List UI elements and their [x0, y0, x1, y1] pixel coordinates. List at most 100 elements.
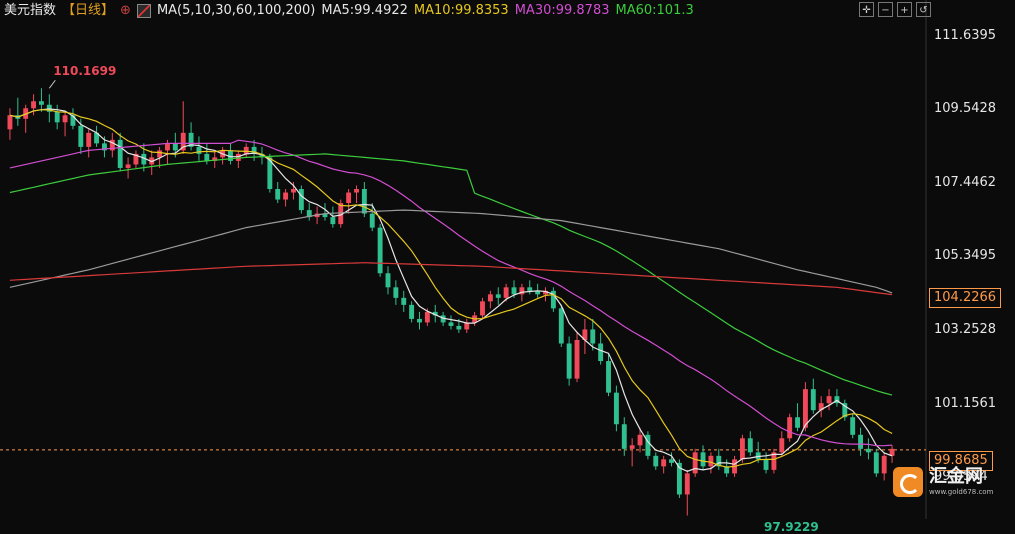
candle-body — [228, 150, 233, 161]
candle-body — [669, 459, 674, 463]
zoom-out-icon[interactable]: − — [878, 2, 893, 17]
ma60-value: MA60:101.3 — [615, 3, 694, 18]
candle-body — [661, 459, 667, 467]
candle-body — [39, 101, 44, 105]
candle-body — [361, 189, 367, 214]
ma200-line — [9, 262, 893, 296]
candle-body — [157, 150, 163, 158]
crosshair-icon[interactable]: ✛ — [859, 2, 874, 17]
candle-body — [417, 318, 422, 323]
candle-body — [645, 434, 651, 456]
candle-body — [330, 217, 336, 225]
candle-body — [826, 396, 832, 404]
logo-url: www.gold678.com — [929, 488, 994, 496]
candle-body — [787, 417, 793, 439]
brand-logo: 汇金网 www.gold678.com — [893, 462, 1005, 502]
candle-body — [708, 455, 714, 467]
ma10-line — [9, 109, 893, 468]
logo-icon — [893, 467, 923, 497]
candle-body — [582, 329, 588, 340]
plus-circle-icon[interactable]: ⊕ — [120, 3, 131, 18]
current-price-tag: 99.8685 — [929, 450, 993, 471]
candle-body — [865, 448, 871, 453]
candle-body — [495, 294, 501, 298]
candle-body — [204, 153, 210, 161]
candle-body — [779, 438, 785, 453]
candle-body — [881, 455, 887, 474]
candle-body — [243, 146, 249, 154]
candle-body — [275, 189, 281, 200]
candle-body — [850, 417, 856, 435]
candle-body — [810, 389, 816, 411]
candle-body — [102, 143, 107, 151]
candle-body — [165, 143, 170, 151]
candle-body — [440, 315, 446, 323]
candle-body — [858, 434, 863, 449]
candle-body — [322, 213, 328, 218]
candle-body — [298, 189, 304, 211]
candle-body — [543, 290, 548, 295]
candle-body — [724, 466, 730, 474]
period-low-label: 97.9229 — [764, 520, 819, 534]
ma30-line — [9, 139, 893, 447]
logo-name: 汇金网 — [929, 466, 983, 487]
candle-body — [802, 389, 808, 428]
candle-body — [188, 132, 194, 147]
chart-header: 美元指数 【日线】 ⊕ MA(5,10,30,60,100,200) MA5:9… — [4, 2, 694, 20]
candle-body — [133, 153, 139, 165]
zoom-in-icon[interactable]: + — [897, 2, 912, 17]
candle-body — [180, 132, 186, 151]
ma-price-tag: 104.2266 — [929, 287, 1002, 308]
candle-body — [283, 192, 289, 200]
candle-body — [86, 132, 92, 147]
chart-toolbar: ✛ − + ↺ — [859, 2, 931, 17]
candle-body — [676, 462, 682, 495]
candle-body — [716, 455, 722, 467]
price-tick-label: 111.6395 — [934, 27, 997, 43]
ma-definition[interactable]: MA(5,10,30,60,100,200) — [156, 3, 316, 18]
candle-body — [54, 111, 60, 123]
candle-body — [172, 143, 178, 151]
candle-body — [574, 339, 580, 379]
candle-body — [566, 343, 572, 379]
candle-body — [590, 329, 596, 344]
candle-body — [149, 157, 155, 165]
price-tick-label: 107.4462 — [934, 174, 997, 190]
price-tick-label: 103.2528 — [934, 322, 997, 338]
candlestick-chart[interactable] — [0, 0, 1015, 519]
candle-body — [763, 459, 769, 470]
candle-body — [369, 213, 375, 228]
candle-body — [527, 287, 533, 291]
candle-body — [637, 434, 643, 446]
candle-body — [621, 424, 627, 449]
candle-body — [747, 438, 753, 453]
price-tick-label: 101.1561 — [934, 395, 997, 411]
candle-body — [771, 452, 777, 470]
candle-body — [117, 139, 123, 168]
candle-body — [424, 311, 430, 323]
high-pointer — [48, 79, 56, 89]
candle-body — [448, 322, 454, 326]
candle-body — [125, 164, 131, 168]
candle-body — [346, 192, 352, 204]
candle-body — [700, 452, 706, 467]
candle-body — [535, 290, 541, 295]
candle-body — [259, 153, 265, 158]
ma5-line — [9, 108, 893, 472]
candle-body — [291, 189, 296, 193]
ma30-value: MA30:99.8783 — [514, 3, 610, 18]
candle-body — [739, 438, 745, 460]
candle-body — [795, 417, 800, 428]
candle-body — [692, 452, 698, 474]
candle-body — [558, 308, 564, 344]
candle-body — [613, 392, 619, 425]
candle-body — [409, 304, 415, 319]
reset-icon[interactable]: ↺ — [916, 2, 931, 17]
candle-body — [889, 448, 895, 456]
indicator-icon[interactable] — [136, 4, 151, 18]
candle-body — [62, 115, 68, 123]
ma60-line — [9, 153, 893, 396]
period-label[interactable]: 【日线】 — [62, 3, 115, 18]
candle-body — [842, 403, 848, 418]
